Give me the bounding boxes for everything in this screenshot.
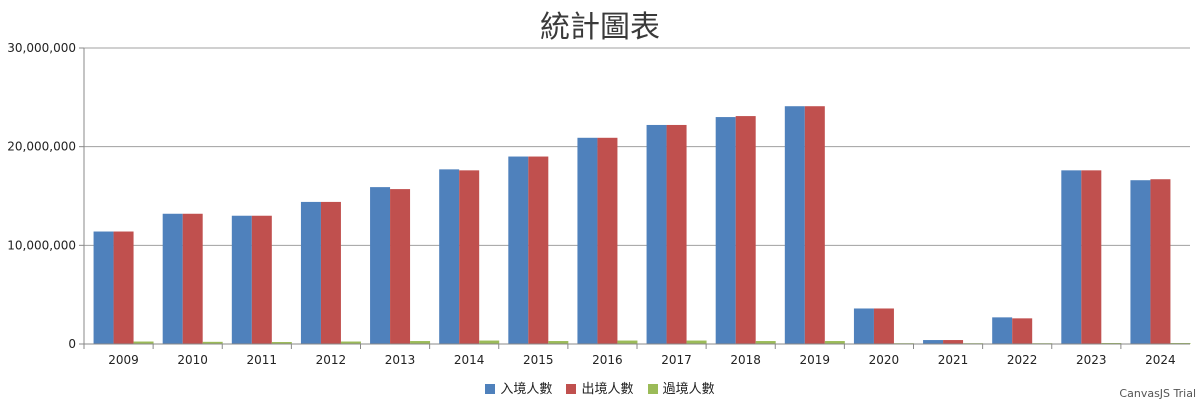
bar-2011-s2[interactable] xyxy=(271,342,292,344)
x-tick-label: 2011 xyxy=(247,353,278,367)
bar-2023-s1[interactable] xyxy=(1081,170,1102,344)
legend-item-arrivals[interactable]: 入境人數 xyxy=(485,378,552,397)
bar-2010-s1[interactable] xyxy=(182,213,203,344)
legend: 入境人數 出境人數 過境人數 xyxy=(0,378,1200,397)
bar-2009-s1[interactable] xyxy=(113,231,134,344)
bar-2019-s2[interactable] xyxy=(824,341,845,344)
bar-2020-s1[interactable] xyxy=(873,308,894,344)
gridlines xyxy=(84,47,1190,246)
legend-label-departures: 出境人數 xyxy=(581,382,634,397)
x-tick-label: 2020 xyxy=(869,353,900,367)
axes xyxy=(79,47,1190,349)
y-tick-label: 30,000,000 xyxy=(7,41,76,55)
bar-2009-s0[interactable] xyxy=(93,231,114,344)
bar-2021-s0[interactable] xyxy=(923,340,944,344)
bar-2012-s0[interactable] xyxy=(300,201,321,344)
legend-swatch-transit xyxy=(647,384,658,394)
x-tick-label: 2019 xyxy=(800,353,831,367)
bar-2018-s1[interactable] xyxy=(735,116,756,344)
bar-2016-s1[interactable] xyxy=(597,137,618,344)
bars xyxy=(93,106,1191,345)
bar-2009-s2[interactable] xyxy=(133,341,154,344)
x-tick-label: 2014 xyxy=(454,353,485,367)
x-tick-label: 2010 xyxy=(177,353,208,367)
legend-label-arrivals: 入境人數 xyxy=(500,382,553,397)
x-tick-label: 2021 xyxy=(938,353,969,367)
bar-2016-s0[interactable] xyxy=(577,137,598,344)
x-tick-label: 2023 xyxy=(1076,353,1107,367)
x-tick-label: 2015 xyxy=(523,353,554,367)
bar-2010-s0[interactable] xyxy=(162,213,183,344)
bar-2017-s1[interactable] xyxy=(666,124,687,345)
bar-2014-s1[interactable] xyxy=(459,170,480,344)
bar-2013-s2[interactable] xyxy=(410,341,431,344)
x-tick-label: 2024 xyxy=(1145,353,1176,367)
x-tick-label: 2013 xyxy=(385,353,416,367)
bar-2017-s0[interactable] xyxy=(646,124,667,345)
y-tick-label: 20,000,000 xyxy=(7,140,76,154)
bar-2014-s2[interactable] xyxy=(479,340,500,344)
bar-2024-s0[interactable] xyxy=(1130,180,1151,344)
y-tick-label: 0 xyxy=(68,337,76,351)
x-tick-label: 2017 xyxy=(661,353,692,367)
x-tick-label: 2009 xyxy=(108,353,139,367)
bar-2021-s1[interactable] xyxy=(943,340,964,344)
legend-swatch-departures xyxy=(566,384,577,394)
bar-2012-s2[interactable] xyxy=(340,341,361,344)
bar-2020-s0[interactable] xyxy=(853,308,874,344)
x-tick-label: 2022 xyxy=(1007,353,1038,367)
bar-2024-s1[interactable] xyxy=(1150,179,1171,344)
bar-2011-s1[interactable] xyxy=(251,215,272,344)
bar-2011-s0[interactable] xyxy=(231,215,252,344)
bar-2013-s1[interactable] xyxy=(390,189,411,344)
x-tick-label: 2018 xyxy=(730,353,761,367)
bar-2010-s2[interactable] xyxy=(202,341,223,344)
bar-2023-s0[interactable] xyxy=(1061,170,1082,344)
bar-2018-s0[interactable] xyxy=(715,117,736,344)
x-tick-label: 2016 xyxy=(592,353,623,367)
legend-label-transit: 過境人數 xyxy=(662,382,715,397)
bar-2022-s0[interactable] xyxy=(992,317,1013,344)
legend-item-departures[interactable]: 出境人數 xyxy=(566,378,634,397)
bar-2015-s1[interactable] xyxy=(528,156,549,344)
bar-2019-s0[interactable] xyxy=(784,106,805,344)
bar-2013-s0[interactable] xyxy=(370,187,391,344)
bar-2016-s2[interactable] xyxy=(617,340,638,344)
bar-2022-s1[interactable] xyxy=(1012,318,1033,344)
bar-2019-s1[interactable] xyxy=(804,106,825,344)
tick-labels: 0 10,000,000 20,000,000 30,000,000 2009 2010 2… xyxy=(7,41,1175,367)
chart-title: 統計圖表 xyxy=(540,10,660,45)
bar-2014-s0[interactable] xyxy=(439,169,460,344)
bar-2018-s2[interactable] xyxy=(755,341,776,344)
y-tick-label: 10,000,000 xyxy=(7,238,76,252)
bar-2012-s1[interactable] xyxy=(320,201,341,344)
credit-text[interactable]: CanvasJS Trial xyxy=(1119,387,1196,400)
bar-2015-s0[interactable] xyxy=(508,156,529,344)
bar-2017-s2[interactable] xyxy=(686,340,707,344)
x-tick-label: 2012 xyxy=(316,353,347,367)
legend-swatch-arrivals xyxy=(485,384,496,394)
legend-item-transit[interactable]: 過境人數 xyxy=(647,378,715,397)
bar-2015-s2[interactable] xyxy=(548,341,569,344)
